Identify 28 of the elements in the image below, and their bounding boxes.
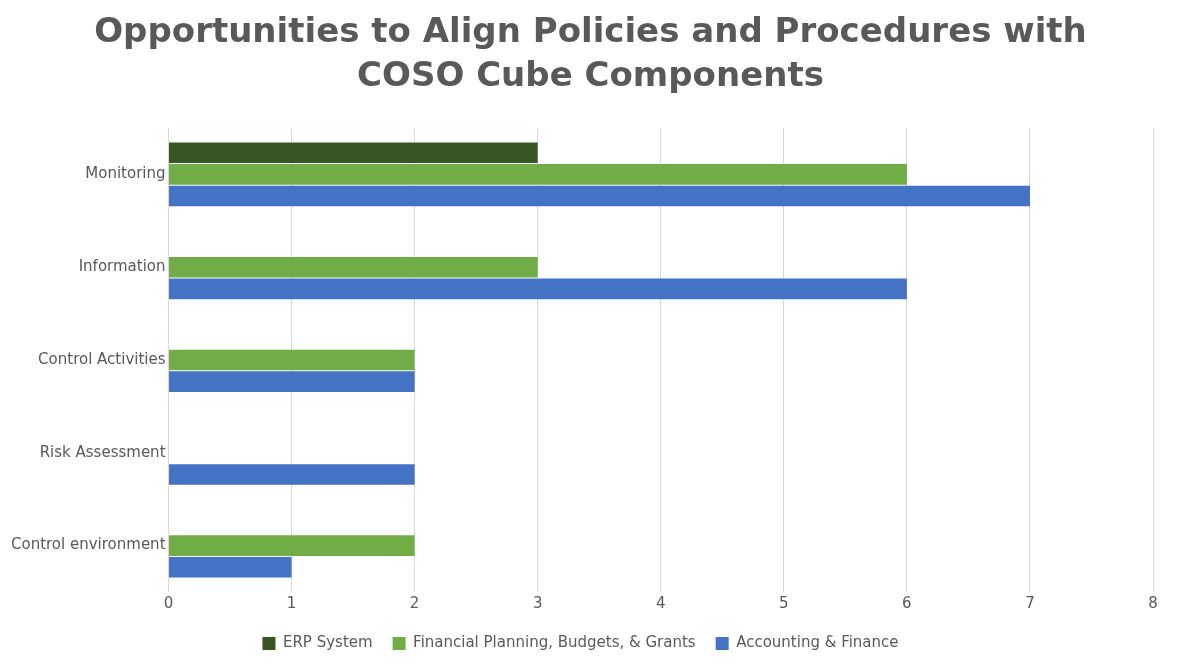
x-tick-label: 5 xyxy=(779,594,789,613)
bar xyxy=(169,142,538,164)
y-tick-label: Control environment xyxy=(10,535,166,554)
bar xyxy=(169,186,1030,207)
legend-label: Accounting & Finance xyxy=(736,633,899,652)
x-tick-label: 0 xyxy=(163,594,174,613)
x-tick-label: 6 xyxy=(902,594,912,613)
bar xyxy=(169,350,415,371)
bar xyxy=(169,535,415,557)
y-tick-label: Control Activities xyxy=(38,350,166,369)
x-tick-label: 1 xyxy=(286,594,297,613)
x-tick-label: 4 xyxy=(655,594,666,613)
bar xyxy=(169,557,292,578)
bar xyxy=(169,464,415,486)
y-tick-label: Monitoring xyxy=(85,164,166,183)
y-tick-label: Information xyxy=(78,257,166,276)
bar xyxy=(169,278,907,300)
y-tick-label: Risk Assessment xyxy=(39,443,166,462)
legend-label: Financial Planning, Budgets, & Grants xyxy=(413,633,696,652)
chart-title: Opportunities to Align Policies and Procedures with COSO Cube Components xyxy=(93,9,1088,97)
x-tick-label: 2 xyxy=(409,594,420,613)
bar xyxy=(169,371,415,393)
x-tick-label: 3 xyxy=(532,594,543,613)
bar xyxy=(169,257,538,278)
x-tick-label: 8 xyxy=(1148,594,1158,613)
bar xyxy=(169,164,907,186)
x-tick-label: 7 xyxy=(1025,594,1035,613)
legend-label: ERP System xyxy=(282,633,373,652)
